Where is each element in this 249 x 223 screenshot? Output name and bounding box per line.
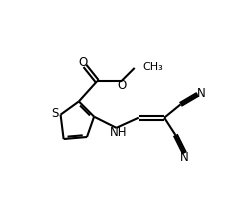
Text: N: N <box>197 87 206 100</box>
Text: NH: NH <box>110 126 128 139</box>
Text: S: S <box>51 107 59 120</box>
Text: N: N <box>180 151 189 164</box>
Text: CH₃: CH₃ <box>142 62 163 72</box>
Text: O: O <box>118 79 127 92</box>
Text: O: O <box>79 56 88 69</box>
